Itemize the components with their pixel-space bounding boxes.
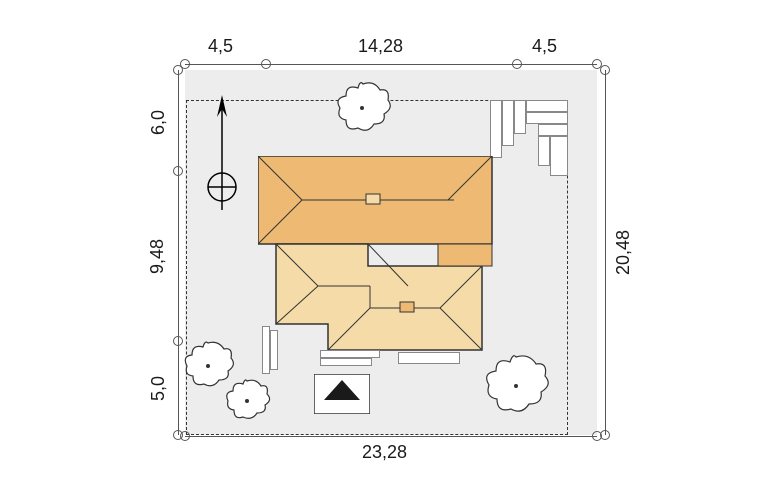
dim-bottom-1: 23,28 [362, 442, 407, 463]
dim-tick [173, 430, 183, 440]
dim-tick [261, 59, 271, 69]
dim-top-2: 14,28 [358, 36, 403, 57]
dim-right-1: 20,48 [613, 230, 634, 275]
dim-tick [512, 59, 522, 69]
dim-top-3: 4,5 [532, 36, 557, 57]
entry-arrow-icon [314, 374, 370, 414]
dim-top-1: 4,5 [208, 36, 233, 57]
dim-tick [173, 166, 183, 176]
dim-tick [173, 65, 183, 75]
tree-icon [332, 78, 394, 140]
steps-s [320, 350, 378, 372]
compass-icon [200, 95, 244, 215]
tree-icon [222, 376, 272, 426]
site-plan: 4,5 14,28 4,5 6,0 9,48 5,0 20,48 23,28 [0, 0, 780, 503]
steps-s2 [398, 352, 458, 364]
dim-line-top [185, 64, 597, 65]
dim-left-3: 5,0 [148, 376, 169, 401]
dim-left-2: 9,48 [147, 239, 168, 274]
dim-left-1: 6,0 [148, 110, 169, 135]
dim-line-right [605, 70, 606, 435]
dim-tick [600, 65, 610, 75]
dim-tick [600, 430, 610, 440]
steps-sw [262, 326, 280, 372]
dim-line-bottom [185, 436, 597, 437]
dim-line-left [178, 70, 179, 435]
roof-plan [258, 156, 508, 366]
